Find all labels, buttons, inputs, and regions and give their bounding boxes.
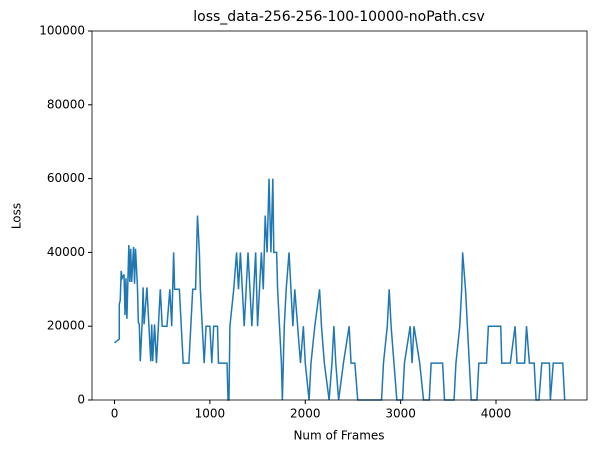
x-tick-label: 1000 <box>195 407 226 421</box>
data-line <box>114 178 566 401</box>
y-axis-label: Loss <box>10 203 24 229</box>
y-tick-label: 20000 <box>47 319 85 333</box>
y-tick-label: 80000 <box>47 97 85 111</box>
x-tick-label: 2000 <box>290 407 321 421</box>
chart-title: loss_data-256-256-100-10000-noPath.csv <box>193 9 484 25</box>
y-tick-label: 0 <box>77 393 85 407</box>
x-tick-label: 3000 <box>385 407 416 421</box>
plot-frame <box>91 30 588 401</box>
y-tick-label: 40000 <box>47 245 85 259</box>
y-tick-label: 100000 <box>39 24 85 38</box>
x-axis-label: Num of Frames <box>293 429 384 443</box>
x-tick-label: 4000 <box>481 407 512 421</box>
x-tick-label: 0 <box>111 407 119 421</box>
y-tick-label: 60000 <box>47 171 85 185</box>
